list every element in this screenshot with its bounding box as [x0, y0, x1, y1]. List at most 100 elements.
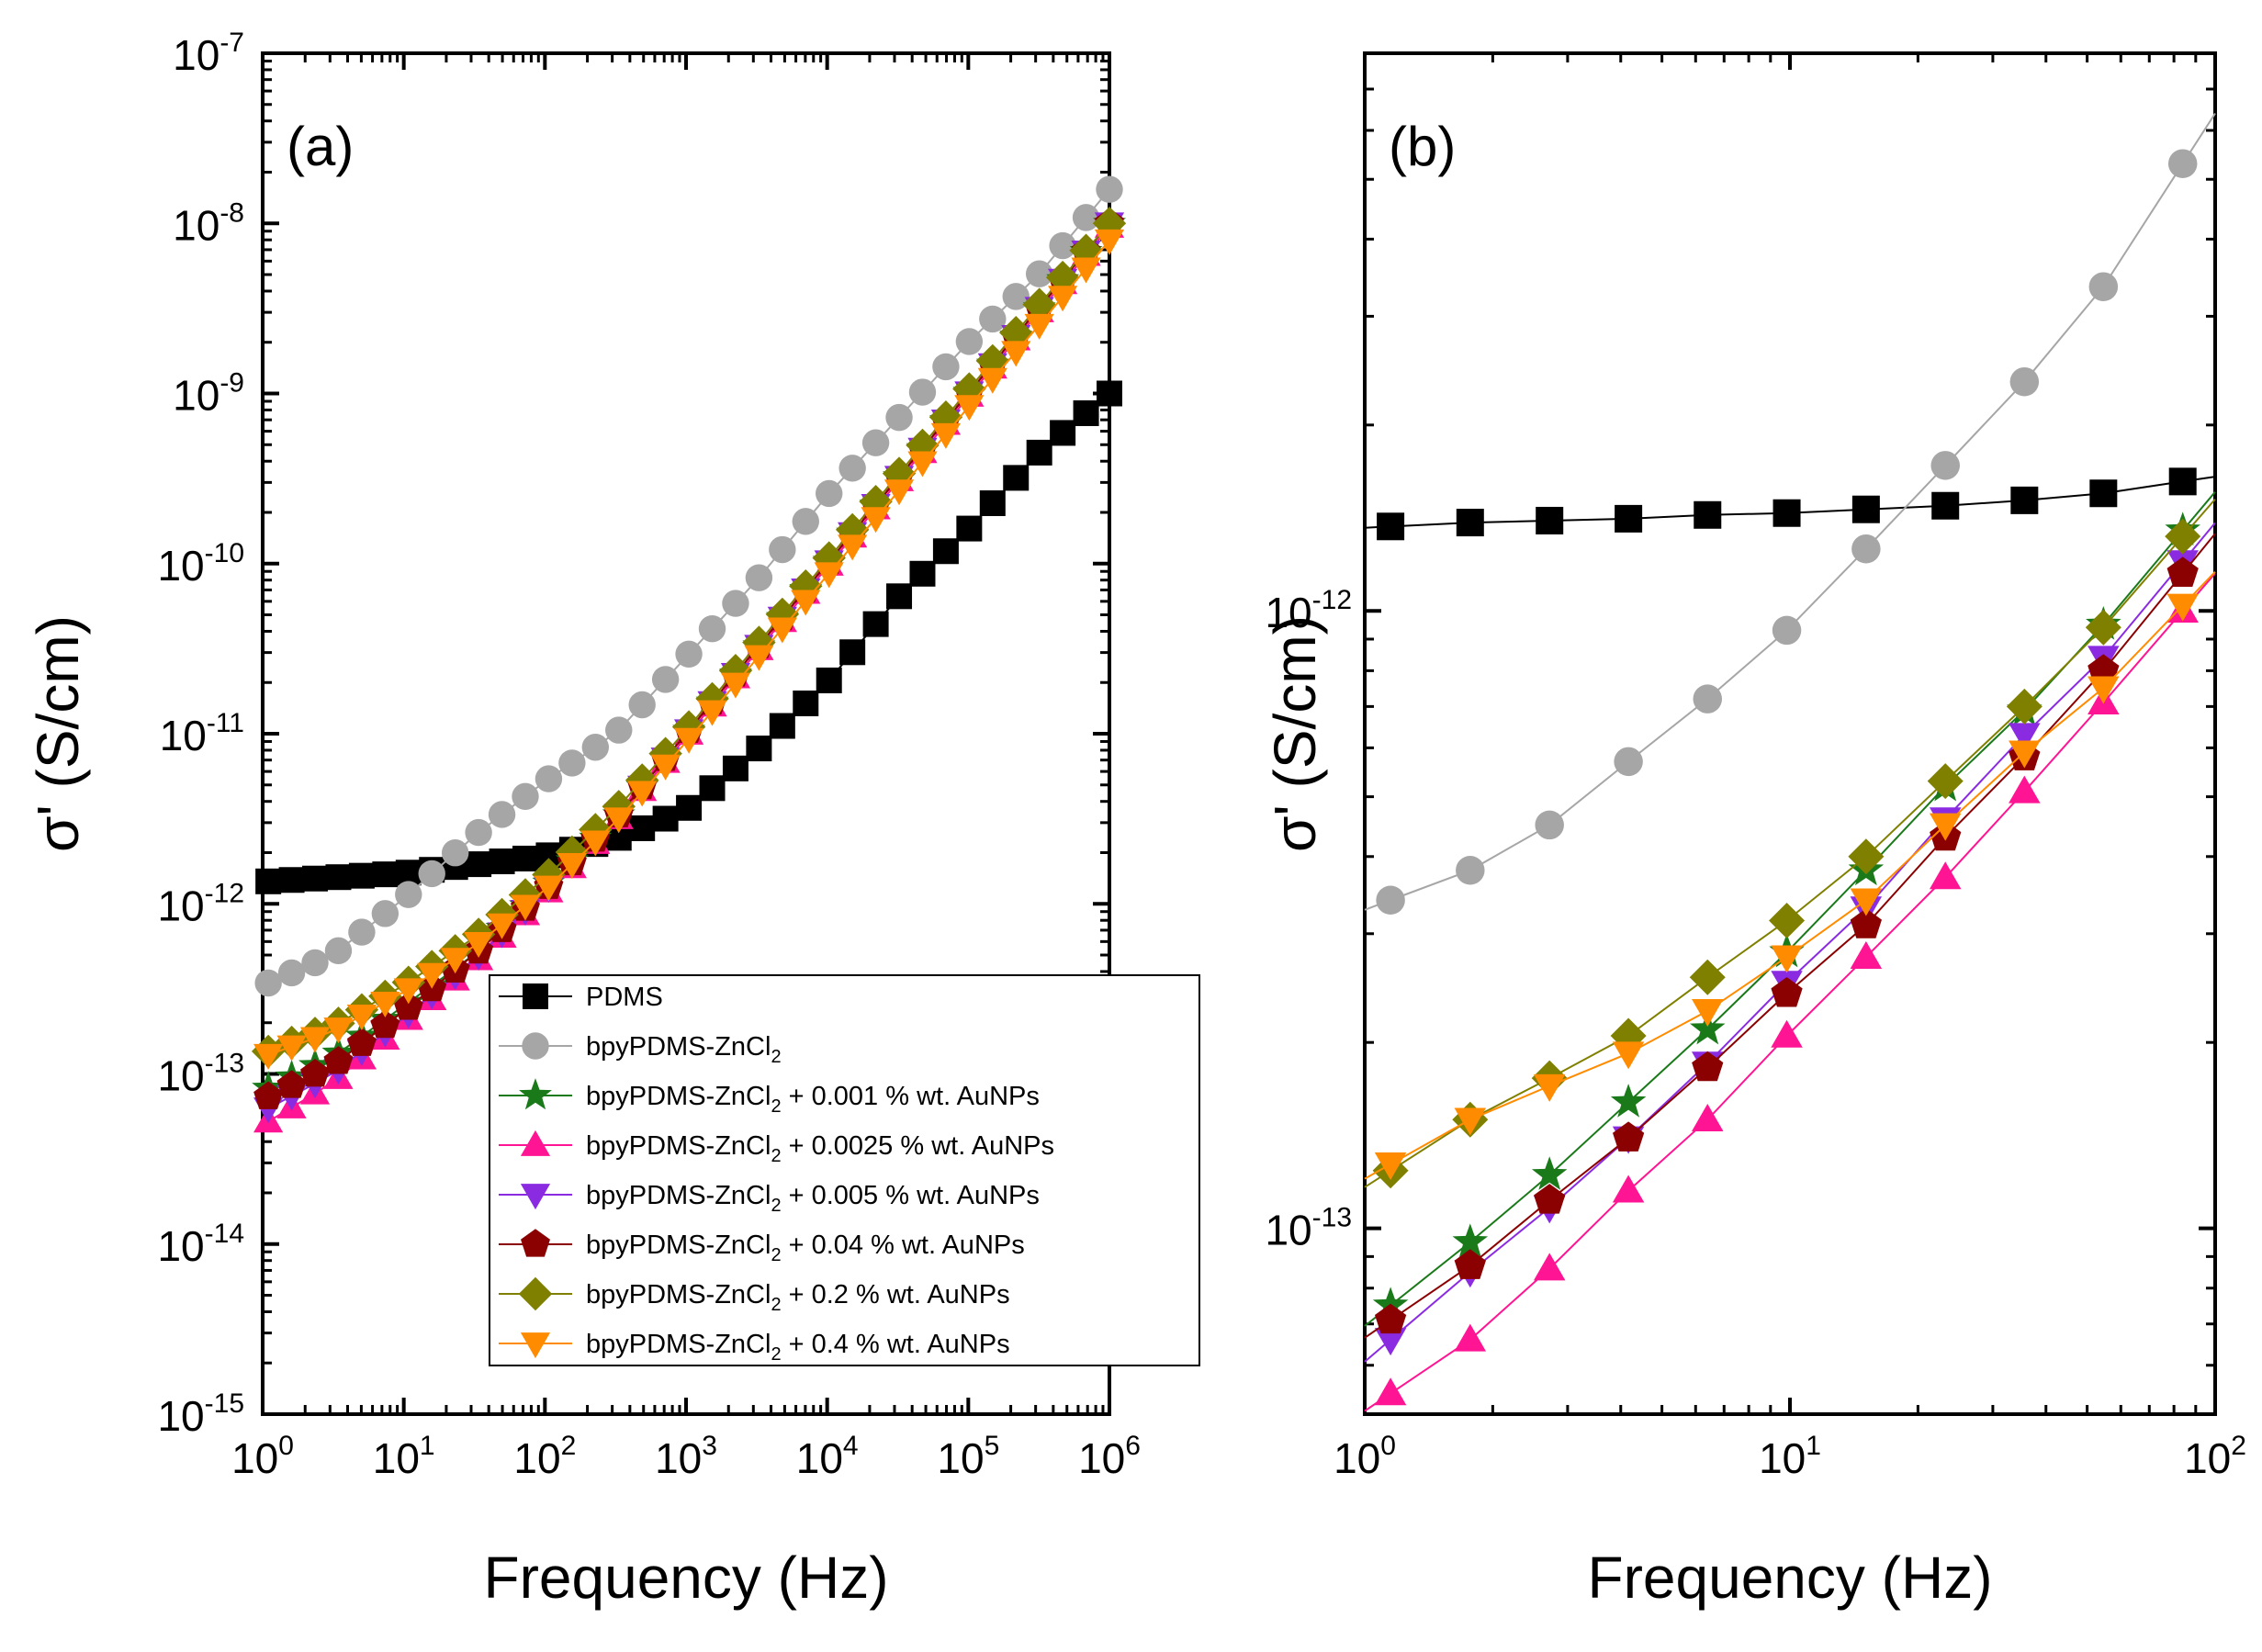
legend-marker: [520, 1332, 551, 1359]
data-point: [370, 991, 400, 1017]
data-point: [1022, 287, 1056, 321]
panel-a: 100 101 102 103 104 105 106 10-15 10-14 10-13 10-1…: [25, 28, 1200, 1611]
data-point: [1612, 1174, 1645, 1203]
y-tick-label: 10-13: [157, 1049, 244, 1100]
data-point: [302, 865, 329, 892]
data-point: [838, 455, 866, 482]
data-point: [792, 508, 819, 535]
data-point: [1772, 499, 1801, 527]
legend-entry-label: bpyPDMS-ZnCl2 + 0.001 % wt. AuNPs: [586, 1082, 1040, 1117]
y-tick-label: 10-9: [173, 368, 244, 420]
data-point: [1003, 465, 1030, 491]
data-point: [488, 801, 516, 828]
x-tick-label: 103: [655, 1431, 717, 1482]
data-point: [885, 403, 913, 432]
series-1: [1364, 112, 2216, 915]
data-point: [301, 949, 329, 977]
legend-marker: [523, 983, 548, 1009]
data-point: [278, 867, 305, 893]
data-point: [746, 736, 772, 762]
data-point: [276, 1035, 307, 1062]
data-point: [441, 839, 469, 867]
series-line: [1364, 571, 2216, 1180]
data-point: [417, 962, 447, 989]
legend-marker: [519, 1078, 552, 1110]
data-point: [839, 639, 866, 666]
data-point: [2166, 556, 2199, 587]
data-point: [393, 992, 423, 1020]
series-7: [1364, 571, 2216, 1181]
data-point: [1374, 1152, 1407, 1181]
y-axis-title: σ' (S/cm): [1262, 615, 1328, 852]
data-point: [603, 807, 634, 834]
x-tick-label: 100: [1334, 1431, 1396, 1482]
data-point: [555, 835, 590, 870]
data-point: [465, 818, 492, 847]
data-point: [1613, 1121, 1645, 1152]
data-point: [1072, 204, 1100, 231]
series-5: [1364, 533, 2216, 1339]
data-point: [722, 755, 748, 781]
data-point: [1850, 940, 1883, 969]
y-tick-label: 10-14: [157, 1219, 244, 1270]
data-point: [325, 864, 352, 891]
data-point: [489, 848, 515, 875]
data-point: [2009, 366, 2040, 397]
series-7: [253, 229, 1125, 1070]
data-point: [627, 781, 658, 807]
x-tick-label: 100: [231, 1431, 294, 1482]
plot-frame: [1363, 51, 2217, 1416]
x-axis-title: Frequency (Hz): [484, 1545, 889, 1611]
data-point: [466, 851, 492, 878]
data-point: [348, 862, 375, 889]
data-point: [395, 881, 422, 908]
data-point: [861, 507, 891, 534]
data-point: [1454, 1107, 1487, 1136]
data-point: [652, 805, 679, 832]
x-axis-title: Frequency (Hz): [1588, 1545, 1993, 1611]
data-point: [512, 782, 539, 811]
data-point: [1534, 1184, 1566, 1214]
y-tick-label: 10-13: [1265, 1203, 1352, 1254]
y-tick-label: 10-12: [157, 878, 244, 929]
data-point: [789, 569, 823, 603]
legend-marker: [522, 1032, 549, 1060]
panel-label-b: (b): [1389, 116, 1456, 177]
x-tick-label: 105: [937, 1431, 999, 1482]
data-point: [791, 590, 821, 616]
data-point: [675, 640, 703, 669]
series-1: [254, 175, 1123, 997]
data-point: [979, 489, 1006, 516]
series-6: [251, 207, 1127, 1069]
data-point: [253, 1081, 284, 1109]
data-point: [1771, 945, 1803, 973]
legend-marker: [520, 1129, 551, 1156]
data-point: [1610, 1084, 1647, 1118]
data-point: [1452, 1223, 1489, 1257]
panel-b: 100 101 102 10-13 10-12 Frequency (Hz) σ' (S/c…: [1262, 51, 2246, 1611]
data-point: [767, 617, 797, 644]
data-point: [718, 654, 753, 688]
data-point: [418, 860, 445, 888]
data-point: [907, 451, 938, 478]
legend-entry-label: bpyPDMS-ZnCl2 + 0.04 % wt. AuNPs: [586, 1231, 1025, 1265]
data-point: [1850, 888, 1883, 916]
legend-marker: [521, 1229, 550, 1257]
data-point: [697, 700, 727, 726]
data-point: [769, 535, 796, 564]
data-point: [371, 900, 400, 927]
data-point: [650, 754, 681, 781]
legend-entry-label: bpyPDMS-ZnCl2 + 0.0025 % wt. AuNPs: [586, 1131, 1054, 1166]
data-point: [1931, 491, 1960, 520]
data-point: [1689, 959, 1726, 995]
series-0: [255, 380, 1122, 894]
data-point: [699, 775, 726, 802]
data-point: [886, 583, 913, 610]
data-point: [1454, 1323, 1487, 1352]
data-point: [534, 875, 564, 902]
data-point: [1374, 1303, 1407, 1334]
data-point: [1927, 763, 1964, 800]
data-point: [464, 931, 494, 958]
data-point: [1376, 885, 1405, 915]
